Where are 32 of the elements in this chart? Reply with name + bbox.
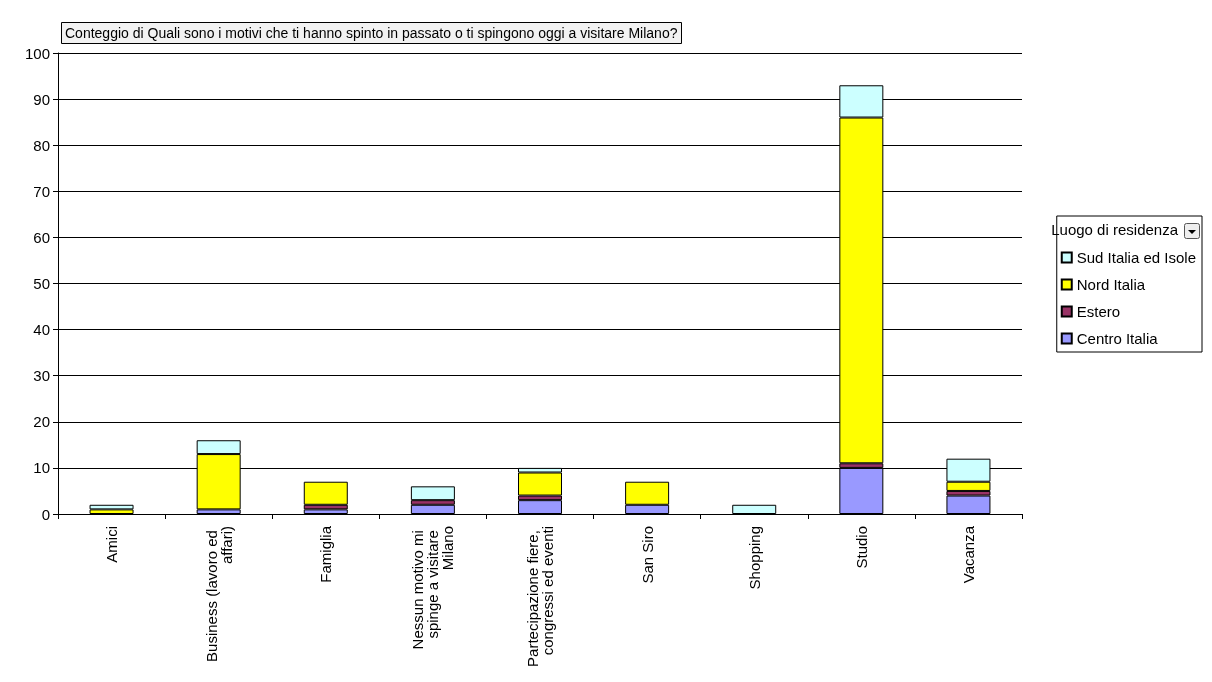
- bar: [732, 504, 777, 514]
- x-tick-label: Studio: [852, 526, 870, 569]
- bar: [410, 486, 455, 501]
- y-tick-label: 50: [33, 275, 50, 292]
- x-tick-label: Famiglia: [317, 525, 335, 583]
- x-tick-label: San Siro: [638, 526, 656, 584]
- y-tick-label: 0: [41, 505, 50, 523]
- bar: [518, 500, 562, 514]
- chart-title: Conteggio di Quali sono i motivi che ti hanno spinto in passato o ti spingono oggi a visitare Milano?: [65, 25, 678, 41]
- x-tick-label: Vacanza: [959, 525, 977, 584]
- y-tick-label: 60: [33, 228, 50, 246]
- x-tick-label: Shopping: [745, 526, 763, 590]
- bar: [518, 472, 562, 496]
- y-tick-label: 100: [24, 44, 50, 62]
- x-tick-label: Amici: [103, 526, 121, 563]
- x-tick-label: Partecipazione fiere, congressi ed eventi: [524, 526, 556, 667]
- y-tick-label: 40: [33, 321, 50, 339]
- legend-label: Centro Italia: [1076, 330, 1159, 347]
- y-tick-label: 80: [33, 136, 50, 154]
- bar: [89, 504, 134, 510]
- legend-label: Sud Italia ed Isole: [1076, 249, 1196, 266]
- legend-label: Estero: [1076, 303, 1121, 320]
- y-tick-label: 30: [33, 367, 50, 385]
- y-tick-label: 70: [33, 182, 50, 200]
- bar: [946, 495, 991, 514]
- bar: [410, 504, 455, 514]
- x-tick-label: Business (lavoro ed affari): [202, 526, 235, 662]
- y-tick-label: 90: [33, 90, 50, 108]
- x-tick-label: Nessun motivo mi spinge a visitare Milano: [409, 526, 457, 650]
- y-tick-label: 10: [33, 459, 50, 477]
- y-tick-label: 20: [33, 413, 50, 431]
- legend-label: Nord Italia: [1076, 276, 1146, 293]
